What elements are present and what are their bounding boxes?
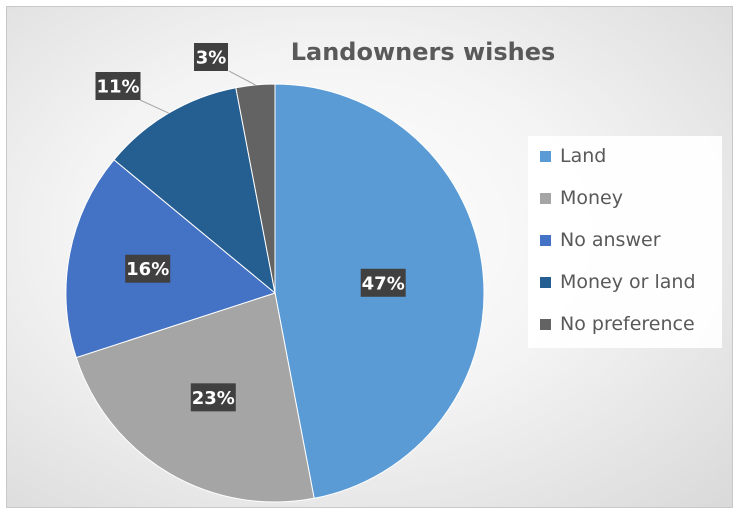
legend-label-no-answer: No answer (560, 229, 661, 251)
leader-lines (139, 70, 256, 114)
legend-label-no-preference: No preference (560, 313, 695, 335)
data-label-box-money-or-land (95, 72, 141, 100)
legend-item-money: Money (540, 185, 623, 211)
pie-slices (65, 83, 485, 503)
data-label-box-no-preference (194, 43, 228, 71)
legend-item-no-preference: No preference (540, 311, 695, 337)
pie-slice-no-answer (65, 159, 277, 359)
legend-item-money-or-land: Money or land (540, 269, 696, 295)
legend-item-land: Land (540, 143, 606, 169)
data-label-box-no-answer (125, 254, 171, 283)
legend-swatch-no-preference (540, 318, 551, 330)
data-label-money: 23% (192, 388, 235, 409)
data-label-no-answer: 16% (126, 259, 169, 280)
legend-swatch-no-answer (540, 234, 551, 246)
data-label-box-money (190, 383, 236, 412)
legend-swatch-money (540, 192, 551, 204)
data-label-box-land (360, 268, 406, 297)
legend-label-money-or-land: Money or land (560, 271, 696, 293)
legend-item-no-answer: No answer (540, 227, 661, 253)
legend-swatch-money-or-land (540, 276, 551, 288)
legend-label-money: Money (560, 187, 623, 209)
leader-line-no-preference (228, 70, 256, 86)
legend (528, 136, 722, 348)
leader-line-money-or-land (139, 99, 169, 114)
legend-swatch-land (540, 150, 551, 162)
data-labels: 47% 23% 16% 11% 3% (95, 43, 406, 412)
data-label-money-or-land: 11% (96, 77, 139, 98)
chart-title: Landowners wishes (291, 38, 556, 66)
pie-slice-money-or-land (113, 87, 276, 295)
legend-label-land: Land (560, 145, 607, 167)
data-label-no-preference: 3% (196, 48, 227, 69)
data-label-land: 47% (362, 273, 405, 294)
